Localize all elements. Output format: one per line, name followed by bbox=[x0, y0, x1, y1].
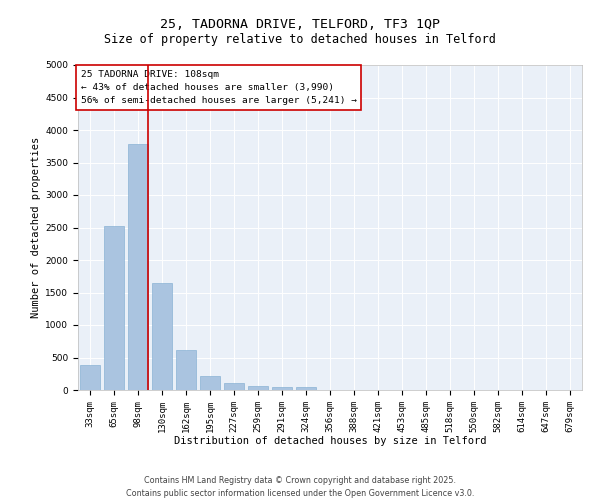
Bar bbox=[80, 364, 100, 390]
Y-axis label: Number of detached properties: Number of detached properties bbox=[31, 137, 41, 318]
Text: 25, TADORNA DRIVE, TELFORD, TF3 1QP: 25, TADORNA DRIVE, TELFORD, TF3 1QP bbox=[160, 18, 440, 30]
Bar bbox=[128, 144, 148, 390]
Text: 25 TADORNA DRIVE: 108sqm
← 43% of detached houses are smaller (3,990)
56% of sem: 25 TADORNA DRIVE: 108sqm ← 43% of detach… bbox=[80, 70, 356, 106]
Bar bbox=[224, 383, 244, 390]
Bar bbox=[248, 386, 268, 390]
X-axis label: Distribution of detached houses by size in Telford: Distribution of detached houses by size … bbox=[174, 436, 486, 446]
Bar bbox=[152, 283, 172, 390]
Text: Contains HM Land Registry data © Crown copyright and database right 2025.
Contai: Contains HM Land Registry data © Crown c… bbox=[126, 476, 474, 498]
Text: Size of property relative to detached houses in Telford: Size of property relative to detached ho… bbox=[104, 32, 496, 46]
Bar bbox=[296, 388, 316, 390]
Bar bbox=[272, 388, 292, 390]
Bar bbox=[176, 350, 196, 390]
Bar bbox=[200, 376, 220, 390]
Bar bbox=[104, 226, 124, 390]
